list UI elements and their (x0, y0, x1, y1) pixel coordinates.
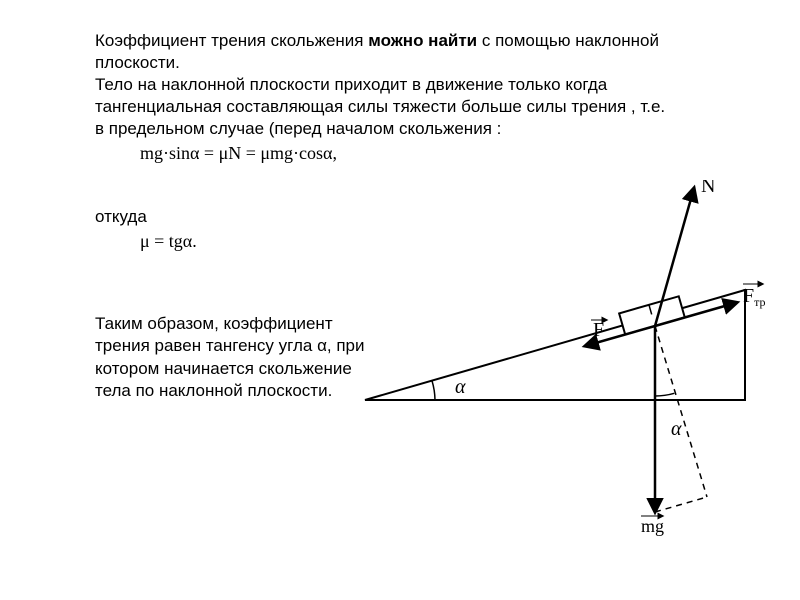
diagram-svg: α mg N Fтр (345, 180, 785, 580)
formula-1: mg·sinα = μN = μmg·cosα, (140, 142, 675, 165)
p1-part1: Коэффициент трения скольжения (95, 31, 368, 50)
inclined-plane-diagram: α mg N Fтр (345, 180, 785, 580)
alpha2-label: α (671, 418, 682, 440)
p1-bold: можно найти (368, 31, 477, 50)
paragraph-3: Таким образом, коэффициент трения равен … (95, 313, 385, 401)
paragraph-1: Коэффициент трения скольжения можно найт… (95, 30, 675, 140)
dashed-normal-comp (655, 326, 707, 497)
incline-triangle (365, 290, 745, 400)
alpha1-arc (432, 381, 435, 400)
Ftr-label: Fтр (743, 285, 766, 309)
alpha1-label: α (455, 376, 466, 398)
F-label: F (593, 319, 604, 341)
block (619, 296, 685, 334)
page: Коэффициент трения скольжения можно найт… (0, 0, 800, 600)
alpha2-arc (655, 393, 674, 396)
dashed-perp-from-mg (655, 497, 707, 512)
N-label: N (701, 180, 715, 197)
p1-line2: Тело на наклонной плоскости приходит в д… (95, 75, 665, 138)
mg-label: mg (641, 516, 664, 536)
